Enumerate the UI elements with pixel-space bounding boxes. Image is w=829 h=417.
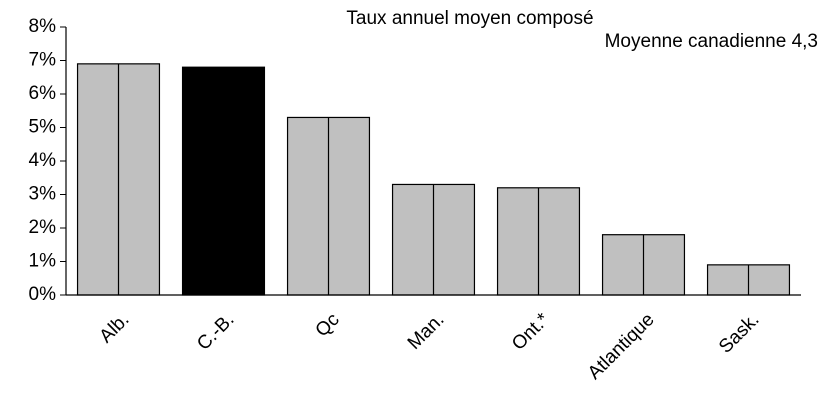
y-tick-label: 5% xyxy=(29,117,57,138)
y-tick-label: 6% xyxy=(29,83,57,104)
x-tick-label: Atlantique xyxy=(584,309,659,384)
y-tick-label: 1% xyxy=(29,251,57,272)
chart-subtitle: Moyenne canadienne 4,3 xyxy=(605,31,818,52)
y-tick-label: 7% xyxy=(29,50,57,71)
x-tick-label: Qc xyxy=(312,309,344,341)
y-tick-label: 8% xyxy=(29,16,57,37)
x-tick-label: Alb. xyxy=(96,309,134,347)
y-tick-label: 0% xyxy=(29,284,57,305)
x-tick-label: Ont.* xyxy=(508,309,554,355)
y-tick-label: 4% xyxy=(29,150,57,171)
chart-title: Taux annuel moyen composé xyxy=(346,8,593,29)
x-tick-label: Sask. xyxy=(715,309,763,357)
x-tick-label: Man. xyxy=(404,309,449,354)
y-tick-label: 3% xyxy=(29,184,57,205)
x-tick-label: C.-B. xyxy=(193,309,238,354)
y-tick-label: 2% xyxy=(29,217,57,238)
